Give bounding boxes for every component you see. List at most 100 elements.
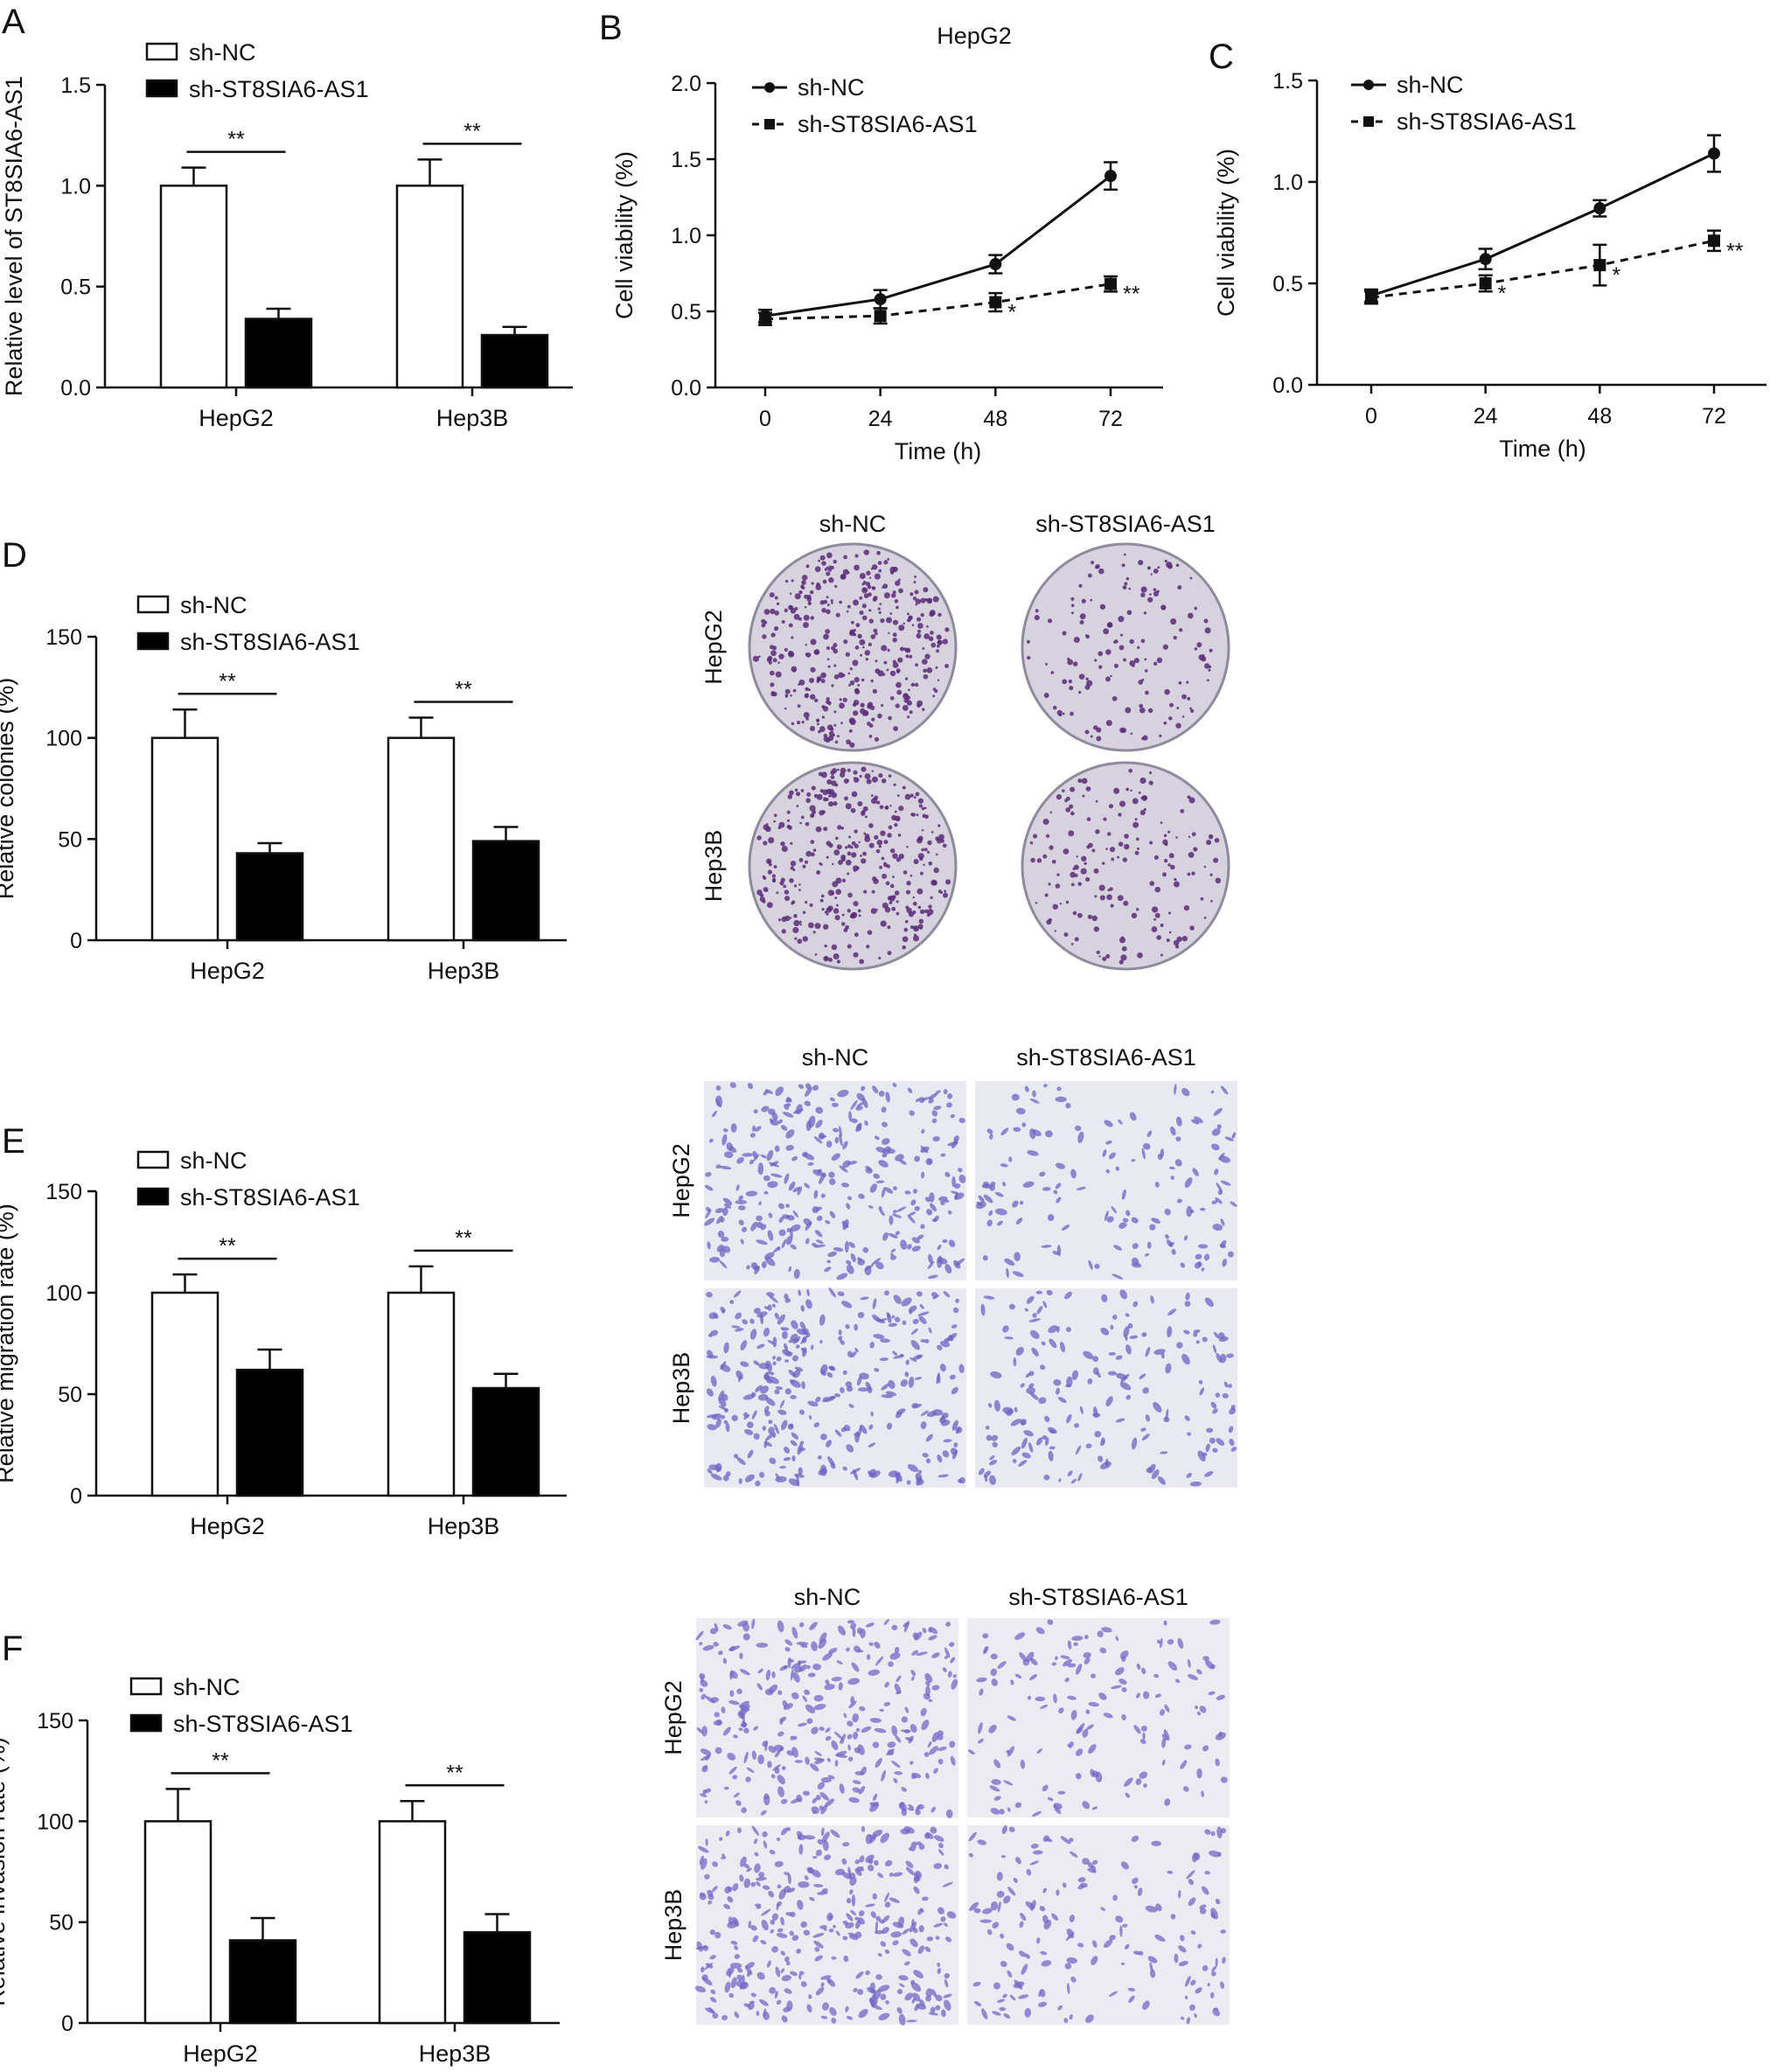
cell	[938, 1196, 948, 1202]
cell	[800, 1305, 805, 1312]
cell	[783, 1886, 791, 1894]
colony-dot	[1215, 877, 1222, 884]
cell	[712, 1886, 718, 1892]
data-point	[1105, 277, 1117, 290]
cell	[764, 1410, 770, 1417]
cell	[1118, 1222, 1127, 1229]
colony-dot	[920, 597, 926, 603]
colony-dot	[849, 680, 855, 686]
cell	[813, 1884, 824, 1887]
colony-dot	[1123, 900, 1129, 906]
cell	[1037, 2001, 1048, 2007]
cell	[1174, 1159, 1182, 1167]
x-tick-label: Hep3B	[428, 1513, 500, 1539]
colony-dot	[873, 628, 878, 633]
colony-dot	[1070, 943, 1074, 945]
cell	[885, 1092, 890, 1103]
colony-dot	[1196, 642, 1202, 648]
cell	[776, 1837, 781, 1841]
cell	[865, 1903, 875, 1908]
colony-dot	[810, 616, 815, 620]
cell	[875, 1261, 884, 1270]
colony-dot	[791, 901, 794, 905]
colony-dot	[848, 835, 852, 839]
cell	[1091, 1859, 1098, 1866]
colony-dot	[906, 612, 909, 616]
colony-dot	[862, 851, 867, 856]
colony-dot	[833, 734, 835, 737]
colony-dot	[1111, 857, 1115, 862]
cell	[931, 1217, 937, 1223]
cell	[1139, 1739, 1146, 1745]
cell	[777, 1731, 784, 1737]
cell	[1082, 1801, 1091, 1810]
cell	[841, 1872, 852, 1880]
significance-label: **	[1123, 283, 1140, 307]
cell	[909, 1761, 914, 1765]
cell	[931, 1118, 937, 1124]
cell	[742, 1713, 745, 1725]
colony-dot	[859, 596, 863, 600]
colony-dot	[1175, 722, 1181, 729]
colony-dot	[819, 555, 826, 561]
cell	[760, 1810, 767, 1816]
colony-dot	[887, 648, 890, 652]
cell	[847, 1756, 854, 1762]
cell	[811, 1727, 819, 1734]
cell	[1220, 1981, 1224, 1989]
colony-dot	[1098, 955, 1101, 958]
colony-dot	[781, 846, 788, 853]
colony-dot	[769, 645, 774, 650]
cell	[1196, 1711, 1202, 1716]
colony-dot	[1188, 797, 1195, 804]
cell	[991, 1678, 998, 1686]
bar	[150, 736, 220, 942]
colony-dot	[930, 831, 934, 834]
cell	[1021, 1452, 1031, 1459]
colony-dot	[1066, 796, 1070, 801]
cell	[838, 1625, 847, 1636]
cell	[1131, 1217, 1139, 1224]
cell	[1218, 1153, 1225, 1161]
colony-dot	[841, 922, 846, 926]
colony-dot	[937, 824, 941, 827]
colony-dot	[909, 793, 914, 798]
colony-dot	[847, 844, 852, 848]
colony-dot	[1136, 908, 1139, 911]
colony-dot	[888, 825, 893, 830]
cell	[728, 1645, 741, 1651]
cell	[1133, 1885, 1138, 1889]
cell	[1129, 1335, 1139, 1339]
colony-dot	[1067, 659, 1074, 666]
cell	[797, 1186, 803, 1196]
colony-dot	[859, 573, 866, 580]
cell	[812, 1855, 818, 1859]
colony-dot	[774, 610, 779, 616]
cell	[730, 1940, 738, 1945]
cell	[752, 1935, 759, 1943]
cell	[739, 1669, 750, 1676]
colony-dot	[935, 666, 938, 669]
colony-dot	[871, 717, 875, 722]
colony-dot	[826, 609, 831, 615]
colony-dot	[898, 853, 904, 860]
cell	[873, 1173, 881, 1179]
cell	[827, 1979, 832, 1984]
significance-label: **	[219, 669, 236, 694]
cell	[888, 1322, 898, 1327]
cell	[805, 1299, 812, 1309]
cell	[940, 1420, 951, 1427]
cell	[875, 1921, 879, 1933]
colony-dot	[878, 569, 882, 573]
colony-dot	[859, 610, 864, 615]
cell	[826, 1259, 831, 1264]
colony-dot	[840, 856, 846, 862]
colony-dot	[879, 865, 883, 869]
cell	[1014, 1632, 1026, 1641]
cell	[1198, 1379, 1203, 1385]
colony-dot	[908, 616, 913, 620]
colony-dot	[1159, 734, 1162, 737]
cell	[716, 1466, 721, 1473]
cell	[1223, 1381, 1229, 1388]
colony-dot	[758, 655, 761, 659]
